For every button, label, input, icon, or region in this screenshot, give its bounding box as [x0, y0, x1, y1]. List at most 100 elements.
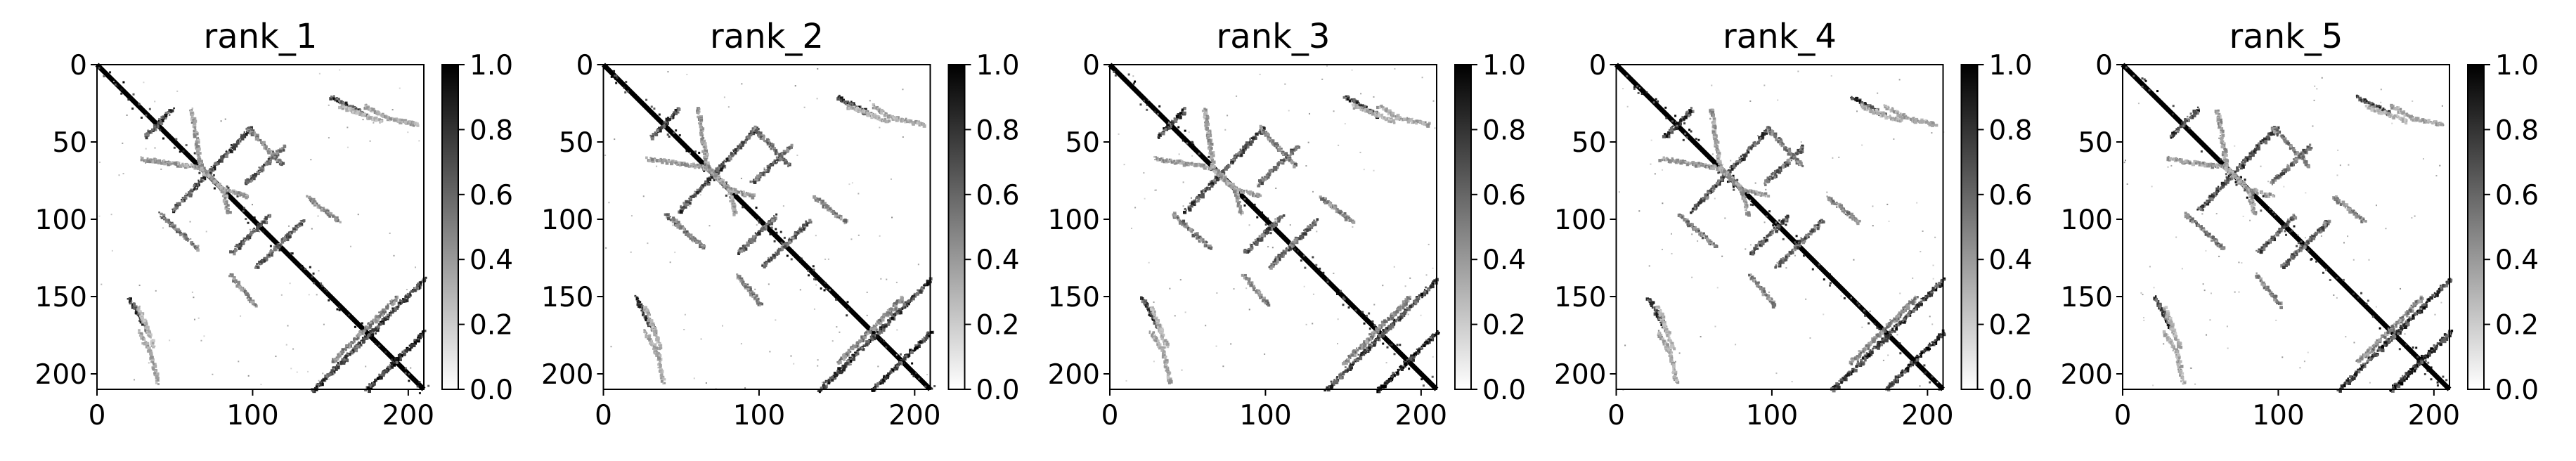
contact-cell: [247, 221, 250, 224]
contact-cell: [897, 311, 900, 313]
contact-cell: [910, 349, 913, 351]
contact-cell: [313, 202, 317, 206]
contact-cell: [667, 71, 669, 73]
contact-cell: [210, 176, 214, 180]
contact-cell: [891, 308, 895, 311]
contact-cell: [759, 302, 763, 305]
contact-cell: [650, 136, 654, 141]
contact-cell: [914, 294, 917, 297]
contact-cell: [731, 154, 734, 157]
contact-cell: [848, 360, 853, 363]
contact-cell: [171, 161, 174, 164]
contact-cell: [1205, 187, 1208, 190]
contact-cell: [266, 256, 268, 258]
contact-cell: [740, 177, 742, 179]
contact-cell: [193, 126, 197, 129]
contact-cell: [775, 152, 777, 156]
contact-cell: [256, 226, 259, 230]
contact-cell: [174, 204, 178, 207]
contact-cell: [175, 138, 178, 141]
contact-cell: [794, 230, 798, 235]
contact-cell: [205, 171, 208, 174]
contact-cell: [751, 131, 753, 134]
contact-cell: [1237, 152, 1241, 155]
contact-cell: [390, 358, 393, 361]
contact-cell: [413, 122, 418, 126]
contact-cell: [382, 311, 384, 313]
contact-cell: [1198, 194, 1201, 197]
contact-cell: [246, 130, 250, 134]
contact-cell: [879, 382, 881, 384]
contact-cell: [656, 359, 659, 361]
contact-cell: [737, 148, 739, 152]
colorbar-tick-label: 0.0: [976, 375, 1020, 406]
contact-cell: [256, 171, 259, 175]
contact-cell: [758, 174, 761, 178]
contact-cell: [776, 158, 778, 161]
contact-cell: [295, 224, 298, 228]
contact-cell: [337, 101, 339, 103]
contact-cell: [692, 238, 694, 241]
contact-cell: [383, 318, 387, 322]
contact-cell: [264, 257, 268, 261]
contact-cell: [153, 365, 156, 368]
contact-cell: [173, 107, 175, 110]
contact-cell: [424, 330, 427, 332]
contact-cell: [698, 189, 701, 193]
contact-cell: [416, 385, 419, 388]
contact-cell: [160, 162, 163, 164]
contact-cell: [354, 349, 358, 353]
contact-cell: [696, 109, 699, 113]
contact-cell: [779, 157, 783, 161]
contact-cell: [218, 186, 221, 189]
contact-cell: [139, 318, 142, 322]
contact-cell: [817, 359, 819, 361]
contact-cell: [750, 294, 753, 297]
contact-cell: [739, 249, 744, 253]
contact-cell: [768, 141, 771, 145]
contact-cell: [893, 313, 896, 315]
contact-cell: [348, 313, 351, 316]
contact-cell: [677, 111, 680, 114]
contact-cell: [191, 164, 193, 167]
contact-cell: [1114, 74, 1117, 77]
contact-cell: [740, 190, 742, 192]
contact-cell: [743, 140, 747, 144]
contact-cell: [154, 345, 156, 347]
contact-cell: [1202, 189, 1206, 193]
contact-cell: [226, 150, 230, 154]
contact-cell: [127, 298, 129, 300]
contact-cell: [883, 113, 887, 117]
contact-cell: [887, 321, 891, 325]
contact-cell: [770, 257, 773, 260]
contact-cell: [892, 305, 895, 307]
contact-cell: [271, 151, 275, 154]
contact-cell: [833, 377, 836, 380]
contact-cell: [918, 343, 921, 345]
contact-cell: [1230, 162, 1233, 164]
contact-cell: [653, 108, 656, 110]
contact-cell: [157, 122, 160, 126]
contact-cell: [714, 169, 717, 172]
contact-cell: [879, 126, 881, 129]
contact-cell: [1408, 368, 1411, 370]
contact-cell: [363, 335, 367, 339]
contact-cell: [699, 131, 701, 134]
contact-cell: [680, 208, 684, 212]
contact-cell: [649, 340, 653, 344]
contact-cell: [262, 230, 265, 233]
contact-cell: [862, 112, 867, 116]
contact-cell: [860, 336, 862, 338]
contact-cell: [215, 181, 218, 184]
contact-cell: [155, 379, 158, 382]
contact-cell: [413, 287, 415, 289]
contact-cell: [759, 173, 762, 176]
contact-cell: [774, 216, 777, 219]
contact-cell: [280, 164, 283, 167]
contact-cell: [716, 176, 720, 180]
contact-cell: [1183, 111, 1186, 115]
contact-cell: [657, 366, 659, 369]
contact-cell: [1208, 155, 1210, 158]
contact-cell: [796, 155, 798, 157]
contact-cell: [647, 335, 651, 339]
